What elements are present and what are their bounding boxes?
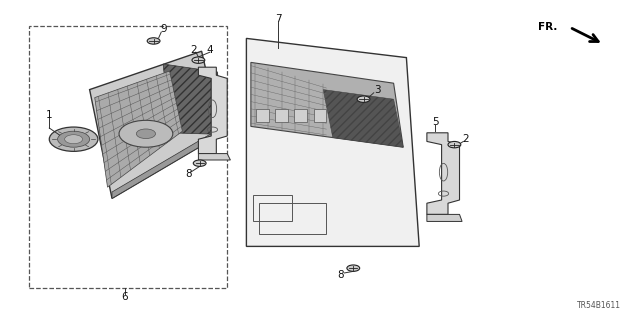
FancyBboxPatch shape xyxy=(314,109,326,122)
FancyBboxPatch shape xyxy=(256,109,269,122)
Text: FR.: FR. xyxy=(538,22,557,32)
Circle shape xyxy=(119,120,173,147)
Polygon shape xyxy=(323,90,403,147)
Polygon shape xyxy=(112,128,221,198)
Polygon shape xyxy=(427,214,462,221)
Polygon shape xyxy=(95,71,182,187)
Polygon shape xyxy=(427,133,460,214)
Polygon shape xyxy=(246,38,419,246)
Circle shape xyxy=(192,57,205,63)
Text: 2: 2 xyxy=(191,44,197,55)
Polygon shape xyxy=(90,51,221,198)
Circle shape xyxy=(347,265,360,271)
Text: 7: 7 xyxy=(275,14,282,24)
Text: 5: 5 xyxy=(432,116,438,127)
Circle shape xyxy=(193,160,206,166)
Circle shape xyxy=(49,127,98,151)
Text: 6: 6 xyxy=(122,292,128,302)
Text: 1: 1 xyxy=(46,110,52,120)
Polygon shape xyxy=(163,64,221,134)
FancyBboxPatch shape xyxy=(294,109,307,122)
Text: 4: 4 xyxy=(207,44,213,55)
Polygon shape xyxy=(251,62,403,147)
Text: 9: 9 xyxy=(160,24,166,34)
Circle shape xyxy=(357,96,370,102)
Circle shape xyxy=(448,141,461,148)
Text: 3: 3 xyxy=(374,85,381,95)
Text: TR54B1611: TR54B1611 xyxy=(577,301,621,310)
Circle shape xyxy=(136,129,156,139)
Text: 2: 2 xyxy=(463,134,469,144)
Polygon shape xyxy=(198,154,230,160)
Polygon shape xyxy=(198,67,227,154)
Circle shape xyxy=(147,38,160,44)
Circle shape xyxy=(58,131,90,147)
Circle shape xyxy=(65,135,83,144)
FancyBboxPatch shape xyxy=(275,109,288,122)
Text: 8: 8 xyxy=(337,270,344,280)
Text: 8: 8 xyxy=(185,169,191,180)
